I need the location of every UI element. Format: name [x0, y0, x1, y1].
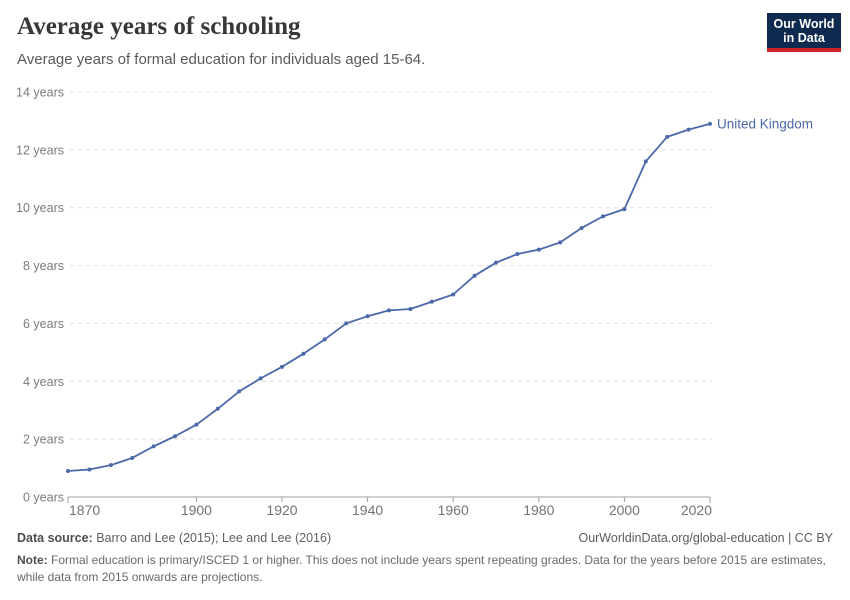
- data-point: [472, 273, 477, 278]
- x-tick-label: 1920: [266, 502, 297, 518]
- data-point: [579, 225, 584, 230]
- x-tick-label: 1900: [181, 502, 212, 518]
- data-point: [258, 376, 263, 381]
- y-tick-label: 0 years: [23, 491, 64, 505]
- data-point: [494, 260, 498, 265]
- data-point: [643, 159, 648, 164]
- owid-logo-line2: in Data: [783, 31, 825, 45]
- data-point: [622, 207, 627, 212]
- data-point: [601, 214, 605, 219]
- x-tick-label: 1960: [438, 502, 469, 518]
- series-label-united-kingdom: United Kingdom: [717, 116, 813, 131]
- data-point: [237, 389, 242, 394]
- data-point: [280, 364, 284, 369]
- data-point: [344, 321, 349, 326]
- data-point: [536, 247, 541, 252]
- data-point: [451, 292, 456, 297]
- chart-subtitle: Average years of formal education for in…: [17, 51, 426, 68]
- y-tick-label: 2 years: [23, 433, 64, 447]
- data-point: [66, 468, 70, 473]
- y-tick-label: 8 years: [23, 259, 64, 273]
- line-chart: 0 years 2 years 4 years 6 years 8 years 10 ye…: [16, 86, 813, 519]
- chart-note-label: Note:: [17, 553, 48, 567]
- data-point: [173, 434, 177, 439]
- data-point: [151, 444, 156, 449]
- data-point: [708, 121, 712, 126]
- series-line-united-kingdom: [67, 122, 711, 472]
- y-tick-label: 6 years: [23, 317, 64, 331]
- data-point: [665, 134, 670, 139]
- data-point: [194, 422, 199, 427]
- x-tick-label: 1940: [352, 502, 383, 518]
- owid-link[interactable]: OurWorldinData.org/global-education | CC…: [578, 531, 833, 545]
- data-point: [322, 337, 327, 342]
- data-point: [387, 308, 391, 313]
- y-tick-label: 14 years: [16, 86, 64, 100]
- data-point: [558, 240, 563, 245]
- data-point: [686, 127, 691, 132]
- y-tick-label: 4 years: [23, 375, 64, 389]
- data-point: [429, 299, 434, 304]
- x-tick-label: 1870: [69, 502, 100, 518]
- data-source-label: Data source:: [17, 531, 93, 545]
- data-point: [301, 351, 306, 356]
- x-tick-label: 2000: [609, 502, 640, 518]
- data-source: Data source: Barro and Lee (2015); Lee a…: [17, 531, 331, 545]
- data-point: [87, 467, 92, 472]
- data-point: [515, 252, 520, 256]
- owid-logo: Our World in Data: [767, 13, 841, 52]
- chart-note-text: Formal education is primary/ISCED 1 or h…: [17, 553, 826, 585]
- data-source-text: Barro and Lee (2015); Lee and Lee (2016): [92, 531, 332, 545]
- x-tick-label: 1980: [523, 502, 554, 518]
- data-point: [130, 455, 135, 460]
- chart-title: Average years of schooling: [17, 13, 301, 40]
- data-point: [408, 306, 413, 311]
- data-point: [108, 463, 113, 468]
- y-tick-label: 10 years: [16, 201, 64, 215]
- chart-note: Note: Formal education is primary/ISCED …: [17, 552, 833, 587]
- x-tick-label: 2020: [681, 502, 712, 518]
- owid-logo-line1: Our World: [773, 17, 835, 31]
- y-tick-label: 12 years: [16, 143, 64, 157]
- data-point: [215, 406, 220, 411]
- chart-footer: Data source: Barro and Lee (2015); Lee a…: [17, 531, 833, 587]
- data-point: [365, 314, 370, 319]
